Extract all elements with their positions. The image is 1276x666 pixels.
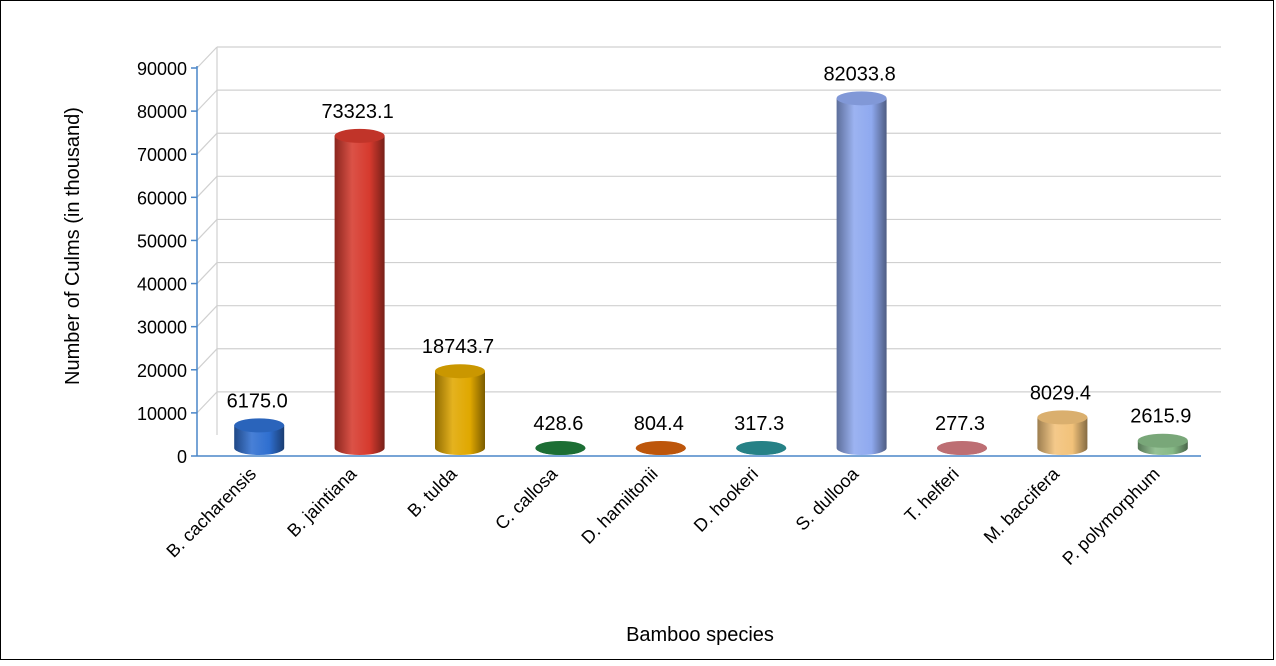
value-labels: 6175.0 73323.1 18743.7 428.6 804.4 317.3 82033… [227,63,1192,435]
bar-body [435,371,485,455]
x-tick-label: M. baccifera [980,463,1064,547]
bar [535,441,586,456]
y-tick-label: 80000 [137,102,187,122]
x-tick-label: B. tulda [404,463,462,521]
gridline-depth [196,46,218,69]
axes [191,47,1201,457]
y-tick-label: 60000 [137,188,187,208]
bar [836,91,887,456]
value-label: 804.4 [634,413,684,435]
y-tick-label: 70000 [137,145,187,165]
y-tick-label: 90000 [137,59,187,79]
bar-body [234,425,285,455]
x-tick-label: T. helferi [901,464,963,526]
bar [234,418,285,455]
bar-top [334,128,385,143]
y-tick-label: 40000 [137,275,187,295]
bar-body [836,98,887,456]
bar [635,441,686,456]
bar-top [1137,433,1188,448]
value-label: 82033.8 [823,63,895,85]
x-axis-label: Bamboo species [626,624,774,646]
bar-top [535,441,586,455]
y-tick-label: 30000 [137,318,187,338]
gridline-depth [196,175,218,198]
gridline-depth [196,219,218,241]
value-label: 428.6 [533,413,583,435]
value-label: 6175.0 [227,390,288,412]
bar-top [736,441,787,455]
value-label: 73323.1 [321,101,393,123]
value-label: 8029.4 [1030,382,1091,404]
x-tick-label: D. hookeri [690,464,762,536]
bar [937,441,987,455]
x-tick-label: D. hamiltonii [577,464,661,548]
gridline-depth [196,89,218,112]
value-label: 2615.9 [1130,406,1191,428]
x-tick-label: S. dullooa [792,463,863,534]
value-label: 18743.7 [422,336,494,358]
bar-top [234,418,285,433]
bar-top [937,441,987,455]
bar [1037,410,1088,456]
value-label: 317.3 [734,413,784,435]
y-tick-label: 20000 [137,361,187,381]
bar-top [1037,410,1088,425]
bars [234,91,1188,456]
x-tick-label: B. cacharensis [162,464,260,562]
x-tick-labels: B. cacharensis B. jaintiana B. tulda C. cal… [162,463,1163,569]
y-tick-label: 50000 [137,231,187,251]
gridline-depth [196,391,218,414]
bar [435,364,485,455]
bar [1137,433,1188,456]
y-axis-label: Number of Culms (in thousand) [62,107,84,385]
bar-body [1037,417,1088,456]
bar-top [635,441,686,455]
bar-body [334,135,385,456]
x-tick-label: C. callosa [491,463,562,534]
x-tick-label: B. jaintiana [283,463,361,541]
y-tick-label: 10000 [137,404,187,424]
gridline-depth [196,305,218,328]
gridline-depth [196,132,218,155]
x-tick-label: P. polymorphum [1058,464,1163,569]
bar-top [435,364,485,379]
bar [736,441,787,456]
gridline-depth [196,262,218,284]
value-label: 277.3 [935,413,985,435]
y-tick-labels: 0 10000 20000 30000 40000 50000 60000 70000 8000… [137,59,187,467]
bar-top [836,91,887,106]
gridline-depth [196,348,218,371]
y-tick-label: 0 [177,447,187,467]
bar [334,128,385,456]
